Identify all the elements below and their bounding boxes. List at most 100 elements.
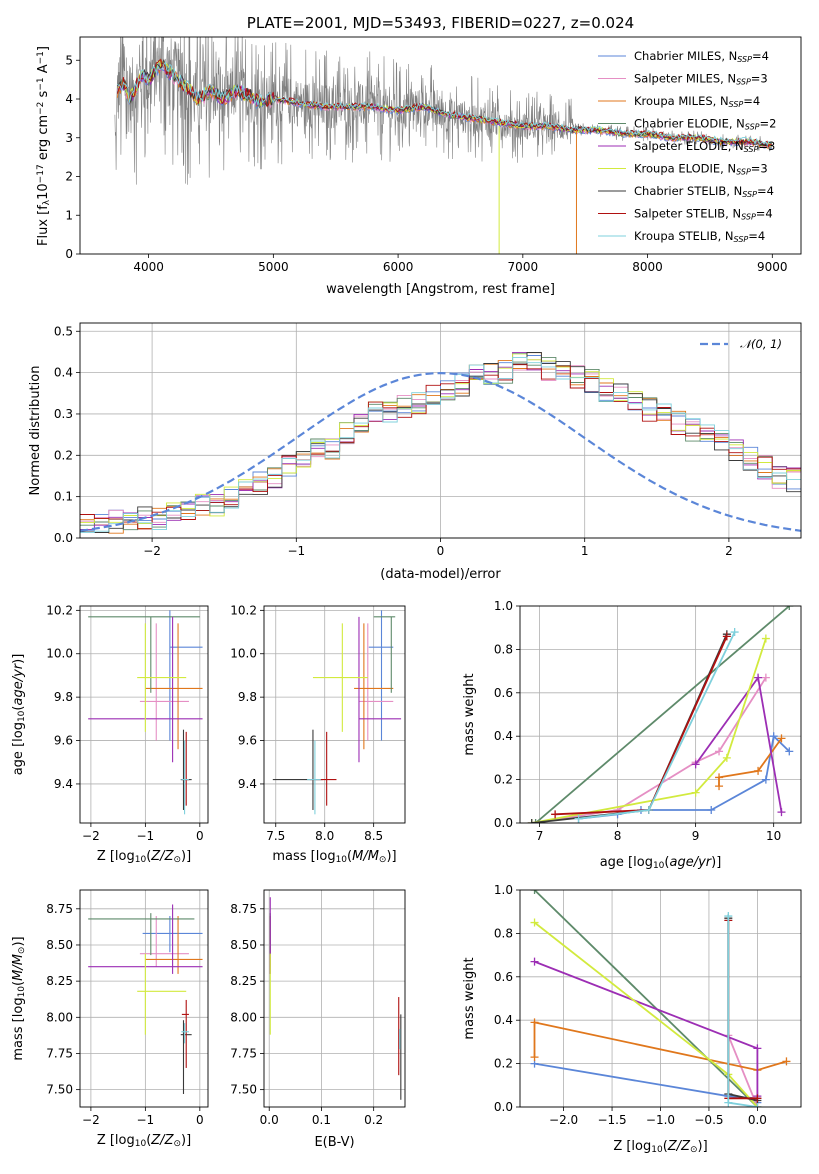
legend-label: Salpeter ELODIE, NSSP=3 [634, 139, 775, 154]
y-tick-label: 0.0 [494, 1100, 513, 1114]
plot-area [80, 351, 801, 534]
x-tick-label: −1 [287, 544, 305, 558]
legend-label: Kroupa MILES, NSSP=4 [634, 94, 760, 109]
model-spectrum-line [117, 61, 772, 147]
x-tick-label: −0.5 [694, 1113, 723, 1127]
x-tick-label: 8000 [632, 260, 663, 274]
x-tick-label: −2 [82, 1113, 100, 1127]
plot-area [527, 606, 794, 823]
y-tick-label: 8.25 [230, 974, 257, 988]
y-tick-label: 1 [65, 208, 73, 222]
y-tick-label: 8.75 [230, 902, 257, 916]
y-tick-label: 8.25 [46, 974, 73, 988]
data-marker [724, 1098, 733, 1107]
x-tick-label: 10 [766, 829, 781, 843]
x-tick-label: 0.0 [260, 1113, 279, 1127]
data-marker [574, 814, 583, 823]
legend-label: Kroupa ELODIE, NSSP=3 [634, 162, 768, 177]
legend-label: Kroupa STELIB, NSSP=4 [634, 229, 765, 244]
x-tick-label: −1 [137, 829, 155, 843]
y-tick-label: 5 [65, 53, 73, 67]
legend-label: Chabrier MILES, NSSP=4 [634, 49, 769, 64]
y-axis-label: mass [log10(M/M⊙)] [11, 936, 27, 1060]
x-axis-label: age [log10(age/yr)] [600, 855, 722, 871]
x-tick-label: −2.0 [549, 1113, 578, 1127]
plot-area [88, 610, 203, 815]
x-tick-label: 0 [196, 1113, 204, 1127]
y-tick-label: 8.50 [46, 938, 73, 952]
x-tick-label: 1 [581, 544, 589, 558]
mass-weight-vs-metallicity-panel: −2.0 −1.5 −1.0 −0.5 0.0 0.0 0.2 0.4 0.6 0.8 1.0 Z [… [462, 883, 802, 1155]
x-axis-label: Z [log10(Z/Z⊙)] [613, 1139, 707, 1155]
legend-label: 𝒩(0, 1) [740, 337, 782, 351]
plot-area [269, 897, 402, 1100]
data-marker [754, 673, 763, 682]
plot-area [114, 37, 773, 254]
data-marker [785, 747, 794, 756]
x-tick-label: −2 [82, 829, 100, 843]
x-axis-label: Z [log10(Z/Z⊙)] [97, 849, 191, 865]
mass-weight-line [718, 737, 783, 787]
x-tick-label: 4000 [133, 260, 164, 274]
y-tick-label: 7.50 [230, 1083, 257, 1097]
histogram-series [80, 364, 801, 530]
data-marker [530, 1018, 539, 1027]
legend-label: Salpeter MILES, NSSP=3 [634, 72, 768, 87]
data-marker [715, 782, 724, 791]
plot-area [272, 610, 402, 815]
y-tick-label: 3 [65, 131, 73, 145]
y-tick-label: 9.8 [238, 690, 257, 704]
y-tick-label: 9.6 [54, 734, 73, 748]
y-tick-label: 9.8 [54, 690, 73, 704]
y-tick-label: 1.0 [494, 599, 513, 613]
data-marker [777, 734, 786, 743]
data-marker [527, 819, 536, 823]
y-tick-label: 4 [65, 92, 73, 106]
y-tick-label: 0.0 [54, 531, 73, 545]
x-tick-label: −1.0 [646, 1113, 675, 1127]
axes-frame [263, 605, 406, 824]
mass-weight-line [534, 1062, 759, 1103]
data-marker [707, 805, 716, 814]
y-axis-label: age [log10(age/yr)] [11, 654, 27, 776]
mass-weight-line [531, 633, 728, 823]
y-tick-label: 0.8 [494, 926, 513, 940]
x-tick-label: 8.5 [364, 829, 383, 843]
mass-weight-line [533, 1021, 787, 1072]
x-tick-label: 5000 [258, 260, 289, 274]
y-tick-label: 10.2 [46, 603, 73, 617]
x-tick-label: 7.5 [266, 829, 285, 843]
y-tick-label: 0.0 [494, 816, 513, 830]
spectrum-panel: 4000 5000 6000 7000 8000 9000 0 1 2 3 4 5 PLATE=2001… [36, 14, 802, 297]
y-axis-label: mass weight [462, 673, 477, 755]
y-tick-label: 1.0 [494, 883, 513, 897]
mass-weight-line [531, 638, 767, 823]
axes-frame [519, 889, 802, 1108]
data-marker [530, 1053, 539, 1062]
y-tick-label: 7.75 [46, 1046, 73, 1060]
data-marker [531, 819, 540, 823]
data-marker [730, 628, 739, 637]
plot-area [88, 904, 203, 1094]
x-tick-label: 2 [725, 544, 733, 558]
x-axis-label: wavelength [Angstrom, rest frame] [326, 282, 555, 297]
mass-weight-line [533, 921, 759, 1107]
x-axis-label: mass [log10(M/M⊙)] [272, 849, 396, 865]
y-tick-label: 0.5 [54, 324, 73, 338]
age-vs-metallicity-panel: −2 −1 0 9.4 9.6 9.8 10.0 10.2 Z [log10(Z/Z⊙)] age… [11, 603, 209, 865]
data-marker [530, 918, 539, 927]
legend-label: Chabrier ELODIE, NSSP=2 [634, 117, 776, 132]
y-axis-label: Flux [fλ10−17 erg cm−2 s−1 A−1] [36, 46, 52, 246]
data-marker [777, 808, 786, 817]
axes-frame [79, 322, 802, 539]
y-tick-label: 0 [65, 247, 73, 261]
axes-frame [79, 889, 209, 1108]
mass-weight-vs-age-panel: 7 8 9 10 0.0 0.2 0.4 0.6 0.8 1.0 age [log10(age/yr… [462, 599, 802, 871]
y-tick-label: 0.6 [494, 686, 513, 700]
data-marker [644, 805, 653, 814]
y-tick-label: 7.75 [230, 1046, 257, 1060]
data-marker [753, 1044, 762, 1053]
axes-frame [79, 36, 802, 255]
y-tick-label: 8.50 [230, 938, 257, 952]
